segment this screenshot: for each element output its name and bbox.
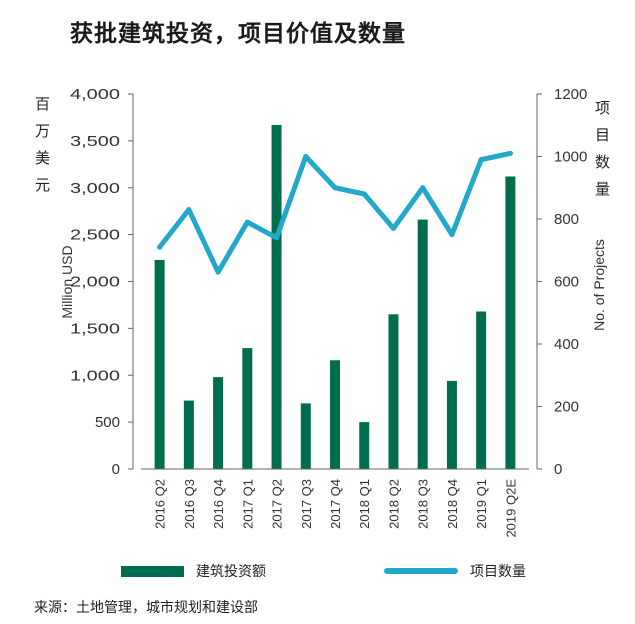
right-axis-tick-label: 1200 <box>554 86 587 103</box>
x-tick-label: 2016 Q4 <box>211 479 226 529</box>
line-point <box>390 225 396 231</box>
right-axis-tick-label: 400 <box>554 336 579 353</box>
x-tick-label: 2018 Q2 <box>386 479 401 529</box>
right-axis-title: No. of Projects <box>591 239 607 331</box>
left-unit-label: 百万美元 <box>33 96 51 204</box>
x-tick-label: 2018 Q1 <box>357 479 372 529</box>
x-tick-label: 2017 Q4 <box>328 479 343 529</box>
x-tick-label: 2019 Q1 <box>474 479 489 529</box>
x-tick-label: 2016 Q2 <box>153 479 168 529</box>
line-point <box>332 185 338 191</box>
chart-title: 获批建筑投资，项目价值及数量 <box>70 21 406 47</box>
right-axis-tick-label: 600 <box>554 274 579 291</box>
line-point <box>361 191 367 197</box>
bar <box>330 360 340 469</box>
bar <box>154 259 165 469</box>
x-tick-label: 2016 Q3 <box>182 479 197 529</box>
bar <box>359 422 370 469</box>
line-point <box>420 185 426 191</box>
left-axis-tick-label: 500 <box>95 414 120 431</box>
left-axis-tick-label: 3,000 <box>70 180 120 197</box>
source-note: 来源：土地管理，城市规划和建设部 <box>34 600 258 616</box>
bar <box>388 314 399 469</box>
legend-item-bars: 建筑投资额 <box>121 561 266 581</box>
line-point <box>478 157 484 163</box>
x-tick-label: 2017 Q2 <box>270 479 285 529</box>
line-point <box>186 207 192 213</box>
line-point <box>244 219 250 225</box>
right-axis-tick-label: 800 <box>554 211 579 228</box>
left-axis-tick-label: 2,500 <box>70 227 120 244</box>
x-tick-label: 2018 Q4 <box>445 479 460 529</box>
left-axis-tick-label: 0 <box>112 461 120 478</box>
line-point <box>449 232 455 238</box>
bar <box>183 400 194 469</box>
series-line <box>157 150 513 275</box>
left-axis-tick-label: 4,000 <box>70 86 120 103</box>
legend-label-line: 项目数量 <box>470 564 526 580</box>
bar <box>446 380 457 469</box>
left-axis-title: Million USD <box>59 245 75 318</box>
right-axis-tick-label: 200 <box>554 399 579 416</box>
line-point <box>215 269 221 275</box>
bar <box>300 403 311 469</box>
bar <box>213 377 224 469</box>
bar <box>417 219 428 469</box>
legend-item-line: 项目数量 <box>384 561 526 581</box>
right-axis-tick-label: 1000 <box>554 149 587 166</box>
x-tick-label: 2017 Q3 <box>299 479 314 529</box>
left-axis-tick-label: 1,500 <box>70 320 120 337</box>
left-axis-tick-label: 3,500 <box>70 133 120 150</box>
x-tick-label: 2019 Q2E <box>503 479 518 538</box>
line-point <box>507 150 513 156</box>
left-axis-tick-label: 1,000 <box>70 367 120 384</box>
bar <box>476 311 487 469</box>
legend-swatch-line <box>384 568 458 574</box>
right-unit-label: 项目数量 <box>593 100 611 208</box>
x-tick-label: 2018 Q3 <box>416 479 431 529</box>
left-axis-tick-label: 2,000 <box>70 274 120 291</box>
line-point <box>157 244 163 250</box>
bar <box>242 348 253 469</box>
line-point <box>303 154 309 159</box>
right-axis-tick-label: 0 <box>554 461 562 478</box>
bar <box>505 176 516 469</box>
legend-label-bars: 建筑投资额 <box>196 564 266 580</box>
x-tick-label: 2017 Q1 <box>240 479 255 529</box>
line-point <box>274 235 280 241</box>
legend-swatch-bar <box>121 565 184 577</box>
bar <box>271 124 282 469</box>
